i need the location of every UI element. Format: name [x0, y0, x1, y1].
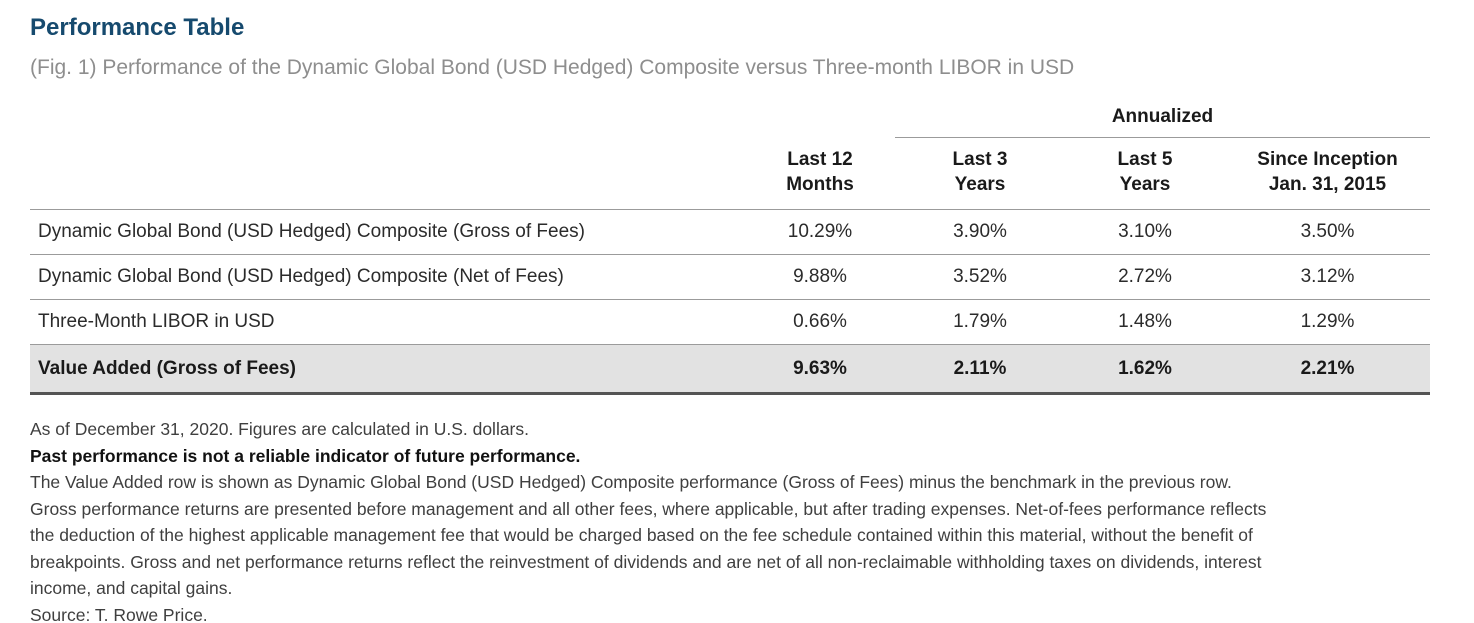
column-header-line: Years [954, 174, 1006, 195]
column-header-last-3-years: Last 3 Years [895, 138, 1065, 209]
performance-table: Annualized Last 12 Months Last 3 Years L… [30, 106, 1430, 395]
row-label: Dynamic Global Bond (USD Hedged) Composi… [38, 266, 564, 287]
value-cell: 9.63% [793, 357, 847, 379]
footnotes-block: As of December 31, 2020. Figures are cal… [30, 416, 1474, 623]
table-row-value-added: Value Added (Gross of Fees) 9.63% 2.11% … [30, 345, 1430, 395]
value-cell: 3.52% [953, 266, 1007, 287]
value-cell: 1.29% [1300, 311, 1355, 332]
value-cell: 3.90% [953, 221, 1007, 242]
value-cell: 1.48% [1118, 311, 1172, 332]
value-cell: 1.79% [953, 311, 1007, 332]
column-header-since-inception: Since Inception Jan. 31, 2015 [1225, 138, 1430, 209]
value-cell: 3.50% [1300, 221, 1355, 242]
value-cell: 1.62% [1118, 357, 1172, 379]
footnote-fees-explanation-line: income, and capital gains. [30, 578, 233, 598]
column-header-line: Last 12 [787, 149, 853, 170]
table-group-header-row: Annualized [30, 106, 1430, 138]
column-header-line: Years [1119, 174, 1171, 195]
page-title: Performance Table [30, 14, 245, 41]
value-cell: 2.11% [953, 357, 1007, 379]
value-cell: 3.10% [1118, 221, 1172, 242]
footnote-fees-explanation-line: Gross performance returns are presented … [30, 498, 1267, 519]
row-label: Dynamic Global Bond (USD Hedged) Composi… [38, 221, 585, 242]
table-column-header-row: Last 12 Months Last 3 Years Last 5 Years… [30, 138, 1430, 210]
row-label-header-spacer [30, 138, 745, 209]
value-cell: 2.21% [1300, 357, 1355, 379]
column-header-line: Since Inception [1257, 149, 1398, 170]
footnote-fees-explanation-line: breakpoints. Gross and net performance r… [30, 551, 1262, 572]
footnote-value-added-explanation: The Value Added row is shown as Dynamic … [30, 472, 1232, 492]
row-label: Three-Month LIBOR in USD [38, 311, 275, 332]
footnote-past-performance-disclaimer: Past performance is not a reliable indic… [30, 445, 581, 466]
footnote-source: Source: T. Rowe Price. [30, 604, 208, 623]
column-header-line: Jan. 31, 2015 [1268, 174, 1387, 195]
footnote-as-of-date: As of December 31, 2020. Figures are cal… [30, 419, 529, 439]
column-header-last-5-years: Last 5 Years [1065, 138, 1225, 209]
value-cell: 9.88% [793, 266, 847, 287]
annualized-group-header: Annualized [895, 106, 1430, 138]
row-label: Value Added (Gross of Fees) [38, 357, 296, 379]
table-row-net-of-fees: Dynamic Global Bond (USD Hedged) Composi… [30, 255, 1430, 300]
figure-caption: (Fig. 1) Performance of the Dynamic Glob… [30, 56, 1075, 79]
value-cell: 10.29% [787, 221, 853, 242]
value-cell: 0.66% [793, 311, 847, 332]
value-cell: 2.72% [1118, 266, 1172, 287]
table-row-libor-benchmark: Three-Month LIBOR in USD 0.66% 1.79% 1.4… [30, 300, 1430, 345]
column-header-line: Months [786, 174, 854, 195]
column-header-last-12-months: Last 12 Months [745, 138, 895, 209]
footnote-fees-explanation-line: the deduction of the highest applicable … [30, 525, 1253, 545]
value-cell: 3.12% [1300, 266, 1355, 287]
table-row-gross-of-fees: Dynamic Global Bond (USD Hedged) Composi… [30, 210, 1430, 255]
column-header-line: Last 5 [1117, 149, 1173, 170]
column-header-line: Last 3 [952, 149, 1008, 170]
